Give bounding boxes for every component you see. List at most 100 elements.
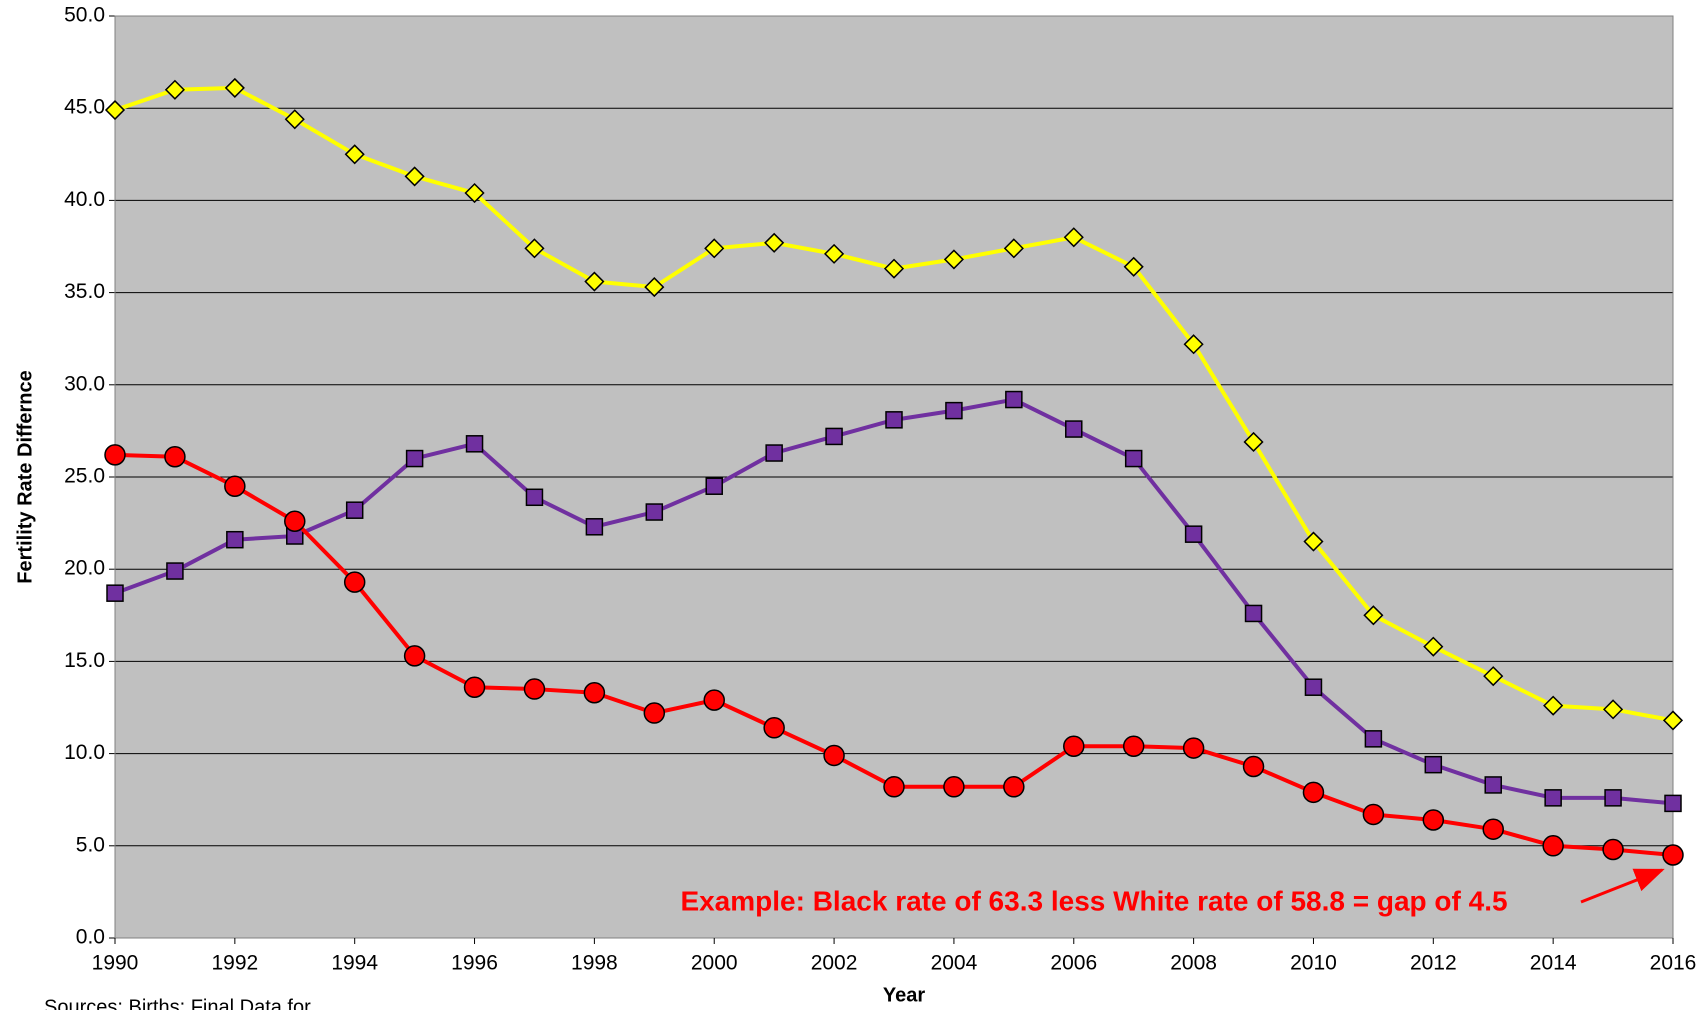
data-point: [1544, 789, 1562, 807]
data-point: [943, 249, 964, 270]
data-point: [1302, 781, 1325, 804]
y-tick-label: 30.0: [64, 372, 105, 395]
data-point: [1484, 776, 1502, 794]
data-point: [1482, 818, 1504, 840]
x-tick-label: 1992: [211, 952, 258, 975]
data-point: [1604, 789, 1622, 807]
data-point: [583, 681, 606, 704]
data-point: [1603, 699, 1624, 720]
data-point: [1183, 334, 1204, 355]
data-point: [224, 77, 245, 98]
data-point: [1243, 431, 1264, 453]
source-note: Sources: Births: Final Data for: [44, 996, 311, 1010]
data-point: [943, 776, 965, 798]
y-tick-label: 15.0: [64, 649, 105, 672]
data-point: [344, 144, 365, 165]
data-point: [463, 676, 486, 698]
data-point: [704, 238, 725, 259]
data-point: [1244, 604, 1263, 623]
data-point: [1664, 794, 1682, 813]
data-point: [1422, 809, 1445, 831]
plot-border: [114, 15, 1674, 939]
data-point: [106, 584, 124, 602]
data-point: [1543, 695, 1564, 716]
data-point: [226, 530, 244, 549]
data-point: [405, 449, 424, 468]
data-point: [1542, 835, 1564, 857]
data-point: [404, 166, 425, 187]
data-point: [104, 444, 126, 466]
x-tick-label: 2000: [691, 952, 738, 975]
data-point: [1003, 238, 1024, 259]
data-point: [1124, 449, 1143, 468]
annotation-arrow: [1580, 868, 1665, 904]
data-point: [524, 238, 545, 259]
data-point: [1304, 678, 1323, 696]
y-tick-label: 5.0: [76, 833, 105, 856]
x-tick-label: 1994: [331, 952, 378, 975]
x-tick-label: 2006: [1050, 952, 1097, 975]
data-point: [1483, 666, 1504, 687]
y-tick-label: 45.0: [64, 96, 105, 119]
data-point: [284, 109, 305, 130]
data-point: [1423, 636, 1444, 657]
x-tick-label: 1990: [92, 952, 139, 975]
y-tick-label: 20.0: [64, 557, 105, 580]
data-point: [1184, 525, 1203, 543]
data-point: [883, 776, 905, 798]
data-point: [1003, 776, 1025, 798]
data-point: [643, 702, 666, 724]
x-tick-label: 1996: [451, 952, 498, 975]
data-point: [1364, 730, 1383, 748]
data-point: [1662, 844, 1684, 866]
y-tick-label: 0.0: [76, 926, 105, 949]
data-point: [585, 518, 604, 536]
data-point: [645, 503, 664, 521]
data-point: [765, 444, 783, 462]
data-point: [1362, 803, 1385, 826]
data-point: [104, 99, 126, 121]
x-tick-label: 2012: [1410, 952, 1457, 975]
y-tick-label: 25.0: [64, 465, 105, 488]
data-point: [1063, 227, 1084, 248]
data-point: [823, 744, 845, 767]
y-tick-label: 35.0: [64, 280, 105, 303]
data-point: [1303, 531, 1324, 552]
data-point: [644, 277, 665, 298]
y-tick-label: 40.0: [64, 188, 105, 211]
data-point: [703, 689, 725, 711]
x-tick-label: 2004: [931, 952, 978, 975]
data-point: [1602, 838, 1624, 861]
data-point: [764, 232, 785, 253]
x-axis-label: Year: [883, 984, 925, 1006]
data-point: [945, 401, 963, 420]
data-point: [1063, 735, 1085, 757]
data-point: [1182, 737, 1205, 759]
data-point: [825, 427, 843, 446]
data-point: [1065, 420, 1083, 438]
data-point: [1363, 605, 1384, 626]
data-point: [1242, 755, 1265, 778]
data-point: [1662, 710, 1684, 731]
data-point: [1005, 390, 1023, 409]
data-point: [883, 258, 905, 279]
x-tick-label: 2008: [1170, 952, 1217, 975]
x-tick-label: 2014: [1530, 952, 1577, 975]
x-tick-label: 2010: [1290, 952, 1337, 975]
data-point: [464, 182, 485, 204]
data-point: [164, 445, 186, 468]
data-point: [345, 501, 364, 519]
data-point: [763, 717, 785, 739]
data-point: [403, 645, 426, 667]
x-tick-label: 2002: [811, 952, 858, 975]
data-point: [824, 243, 845, 264]
data-point: [465, 435, 484, 453]
data-point: [284, 510, 306, 533]
data-point: [224, 475, 246, 497]
annotation: Example: Black rate of 63.3 less White r…: [680, 885, 1507, 916]
data-point: [166, 562, 184, 580]
y-tick-label: 50.0: [64, 4, 105, 27]
data-point: [584, 271, 605, 292]
x-tick-label: 1998: [571, 952, 618, 975]
